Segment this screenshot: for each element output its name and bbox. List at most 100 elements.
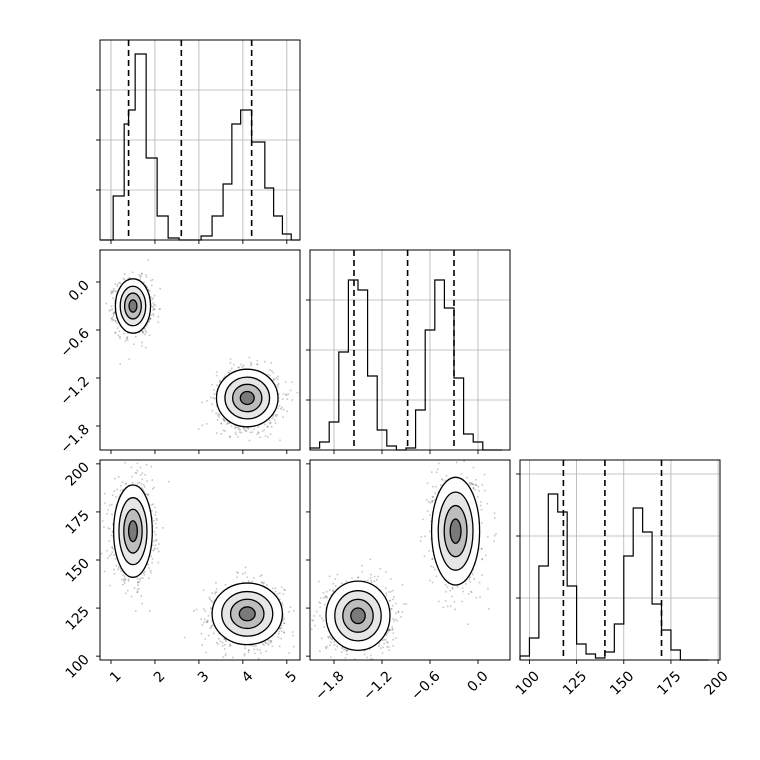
sample-point [291,381,293,383]
sample-point [126,339,129,342]
sample-point [103,492,106,495]
sample-point [252,645,255,648]
sample-point [292,634,294,637]
sample-point [113,554,115,556]
sample-point [280,637,283,640]
sample-point [291,399,294,401]
sample-point [243,644,246,647]
sample-point [193,609,195,612]
sample-point [218,632,221,635]
sample-point [281,604,284,606]
sample-point [124,340,127,342]
sample-point [215,405,218,407]
sample-point [141,488,144,491]
y-tick-label: 150 [63,556,93,586]
sample-point [232,656,234,659]
sample-point [116,285,119,288]
sample-point [244,572,247,574]
sample-point [103,570,106,573]
sample-point [226,423,228,425]
sample-point [217,642,219,645]
sample-point [113,490,115,493]
sample-point [155,533,157,536]
sample-point [214,591,217,593]
sample-point [215,412,217,415]
sample-point [224,639,227,641]
sample-point [271,370,273,372]
sample-point [324,646,327,648]
sample-point [153,548,156,551]
sample-point [279,592,281,594]
sample-point [213,599,216,602]
sample-point [272,587,274,590]
sample-point [264,641,267,644]
sample-point [138,580,141,583]
sample-point [360,663,362,665]
sample-point [260,581,263,584]
sample-point [115,496,117,498]
sample-point [114,301,116,304]
sample-point [237,427,240,429]
sample-point [237,572,239,574]
y-tick-label: −0.6 [57,325,92,360]
sample-point [117,568,120,571]
sample-point [202,608,205,610]
sample-point [265,668,267,670]
sample-point [140,275,143,277]
sample-point [275,377,277,379]
sample-point [140,595,143,597]
x-tick-label: 1 [107,668,125,686]
sample-point [251,431,254,433]
sample-point [242,427,245,430]
sample-point [109,308,112,311]
sample-point [112,548,115,550]
sample-point [274,590,277,593]
sample-point [247,651,250,654]
sample-point [241,366,244,368]
sample-point [147,289,149,291]
sample-point [270,639,273,642]
sample-point [388,649,391,652]
sample-point [147,563,150,566]
sample-point [244,647,246,650]
sample-point [110,553,113,556]
hist-param-3: 100 125 150 175 200 [513,459,732,699]
sample-point [387,631,390,633]
sample-point [270,426,273,428]
sample-point [151,504,153,507]
sample-point [142,489,145,492]
sample-point [111,319,114,321]
sample-point [154,547,156,549]
sample-point [269,374,271,377]
sample-point [148,567,150,569]
sample-point [147,321,150,323]
sample-point [136,469,139,472]
sample-point [282,393,285,395]
sample-point [136,577,139,580]
plot-area [100,461,300,670]
sample-point [127,332,129,334]
sample-point [138,587,140,590]
sample-point [144,274,147,276]
sample-point [229,358,232,361]
sample-point [146,480,148,482]
sample-point [155,517,158,520]
sample-point [114,557,117,560]
sample-point [288,611,290,613]
sample-point [124,582,126,585]
sample-point [262,643,264,645]
sample-point [392,598,394,601]
sample-point [361,570,364,573]
sample-point [244,566,247,569]
sample-point [158,543,160,545]
sample-point [121,481,124,483]
sample-point [128,277,131,280]
sample-point [211,619,213,622]
sample-point [284,589,287,591]
sample-point [248,356,251,359]
sample-point [207,619,209,622]
sample-point [123,278,126,281]
sample-point [249,644,251,647]
sample-point [240,431,243,434]
